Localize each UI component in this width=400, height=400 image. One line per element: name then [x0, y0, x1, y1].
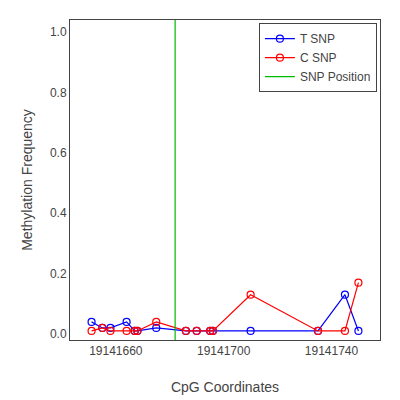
svg-text:1.0: 1.0: [50, 25, 67, 39]
svg-text:SNP Position: SNP Position: [300, 70, 370, 84]
svg-text:0.6: 0.6: [50, 146, 67, 160]
svg-text:19141660: 19141660: [89, 344, 143, 358]
svg-text:19141700: 19141700: [197, 344, 251, 358]
svg-text:0.0: 0.0: [50, 327, 67, 341]
svg-text:0.8: 0.8: [50, 86, 67, 100]
svg-text:0.2: 0.2: [50, 267, 67, 281]
svg-text:19141740: 19141740: [305, 344, 359, 358]
svg-text:0.4: 0.4: [50, 206, 67, 220]
svg-text:Methylation Frequency: Methylation Frequency: [19, 109, 35, 251]
svg-text:CpG Coordinates: CpG Coordinates: [171, 379, 279, 395]
svg-text:T SNP: T SNP: [300, 32, 335, 46]
svg-text:C SNP: C SNP: [300, 51, 337, 65]
